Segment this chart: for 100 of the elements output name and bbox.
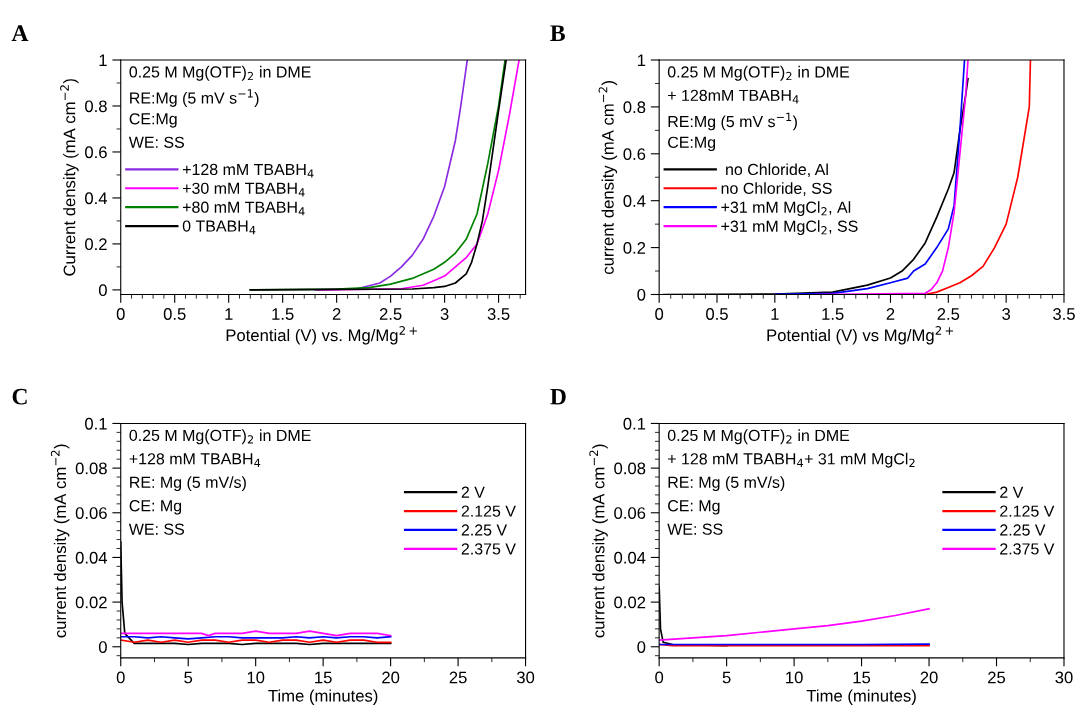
annotation: 0.25 M Mg(OTF)$_{2}$ in DME xyxy=(129,65,311,81)
y-tick-label: 0.6 xyxy=(623,148,646,160)
annotation: CE:Mg xyxy=(129,113,177,128)
y-tick-label: 0.08 xyxy=(614,462,646,475)
annotation: WE: SS xyxy=(667,523,723,535)
x-tick-label: 15 xyxy=(853,671,871,684)
x-tick-label: 30 xyxy=(1055,671,1073,684)
chart-title: B xyxy=(550,25,565,41)
x-tick-label: 0 xyxy=(655,308,664,320)
x-tick-label: 5 xyxy=(184,671,193,684)
x-tick-label: 0 xyxy=(655,671,664,684)
annotation: WE: SS xyxy=(128,136,185,148)
y-tick-label: 0.08 xyxy=(75,462,107,475)
y-tick-label: 0 xyxy=(98,641,107,653)
annotation: RE:Mg (5 mV s$^{−1}$) xyxy=(668,112,797,131)
legend-label: 2.125 V xyxy=(1000,505,1055,517)
x-tick-label: 2.5 xyxy=(937,308,960,320)
y-tick-label: 0.6 xyxy=(85,146,107,159)
y-tick-label: 1 xyxy=(99,54,107,67)
x-tick-label: 10 xyxy=(247,671,265,684)
legend-label: +80 mM TBABH$_{4}$ xyxy=(182,201,305,216)
y-tick-label: 0.8 xyxy=(623,101,646,114)
y-axis-title: Current density (mA cm$^{−2}$) xyxy=(60,79,79,276)
legend-label: 2.375 V xyxy=(1000,543,1055,555)
y-tick-label: 0.02 xyxy=(614,596,646,609)
legend-label: +30 mM TBABH$_{4}$ xyxy=(182,182,305,197)
y-tick-label: 0.2 xyxy=(85,238,107,251)
x-tick-label: 3.5 xyxy=(487,308,510,320)
y-tick-label: 0 xyxy=(637,288,646,301)
x-tick-label: 25 xyxy=(449,671,467,684)
legend-label: +128 mM TBABH$_{4}$ xyxy=(182,163,314,178)
x-tick-label: 2.5 xyxy=(379,308,402,320)
annotation: +128 mM TBABH$_{4}$ xyxy=(129,453,261,467)
x-tick-label: 2 xyxy=(886,308,895,320)
legend-label: 2.375 V xyxy=(461,543,516,555)
y-tick-label: 0.4 xyxy=(85,192,108,205)
x-tick-label: 10 xyxy=(786,671,803,684)
x-tick-label: 20 xyxy=(382,671,400,684)
y-tick-label: 0.2 xyxy=(623,241,646,254)
x-tick-label: 30 xyxy=(516,671,535,684)
x-tick-label: 0 xyxy=(116,308,125,320)
chart-title: C xyxy=(12,388,27,405)
y-tick-label: 0 xyxy=(98,284,107,297)
chart-title: A xyxy=(11,25,29,41)
annotation: CE: Mg xyxy=(129,500,182,515)
x-tick-label: 0.5 xyxy=(163,308,186,320)
x-axis-title: Potential (V) vs. Mg/Mg$^{2+}$ xyxy=(226,326,417,345)
legend-label: 2.125 V xyxy=(461,505,516,517)
x-tick-label: 0.5 xyxy=(706,308,728,320)
legend-label: 2 V xyxy=(1000,486,1024,498)
legend-label: 0 TBABH$_{4}$ xyxy=(182,220,256,235)
x-tick-label: 25 xyxy=(988,671,1006,684)
legend-label: no Chloride, SS xyxy=(721,182,832,196)
x-axis-title: Time (minutes) xyxy=(268,689,378,705)
y-tick-label: 1 xyxy=(637,54,646,67)
annotation: + 128mM TBABH$_{4}$ xyxy=(668,89,799,104)
x-axis-title: Potential (V) vs Mg/Mg$^{2+}$ xyxy=(767,326,954,345)
annotation: 0.25 M Mg(OTF)$_{2}$ in DME xyxy=(129,429,311,445)
chart-title: D xyxy=(550,388,566,405)
y-axis-title: current density (mA cm$^{−2}$) xyxy=(589,444,608,638)
x-tick-label: 1 xyxy=(771,308,779,320)
y-tick-label: 0 xyxy=(637,641,646,653)
x-tick-label: 15 xyxy=(315,671,332,684)
x-tick-label: 5 xyxy=(722,671,731,684)
annotation: 0.25 M Mg(OTF)$_{2}$ in DME xyxy=(667,429,850,445)
legend-label: +31 mM MgCl$_{2}$, SS xyxy=(721,220,858,236)
x-axis-title: Time (minutes) xyxy=(806,689,916,705)
annotation: CE:Mg xyxy=(668,136,716,152)
x-tick-label: 20 xyxy=(920,671,938,684)
y-tick-label: 0.06 xyxy=(614,507,646,519)
y-tick-label: 0.1 xyxy=(623,417,646,430)
legend-label: +31 mM MgCl$_{2}$, Al xyxy=(721,201,851,217)
x-tick-label: 1.5 xyxy=(822,308,844,320)
x-tick-label: 3 xyxy=(440,308,449,320)
legend-label: 2.25 V xyxy=(1000,524,1046,536)
annotation: CE: Mg xyxy=(668,500,720,515)
legend-label: 2 V xyxy=(461,486,485,498)
y-tick-label: 0.04 xyxy=(614,551,646,564)
y-tick-label: 0.8 xyxy=(85,100,107,113)
annotation: RE: Mg (5 mV/s) xyxy=(130,476,246,492)
x-tick-label: 3.5 xyxy=(1053,308,1075,320)
x-tick-label: 1.5 xyxy=(272,308,294,320)
y-tick-label: 0.04 xyxy=(75,551,108,564)
legend-label: no Chloride, Al xyxy=(726,163,828,177)
annotation: + 128 mM TBABH$_{4}$+ 31 mM MgCl$_{2}$ xyxy=(668,452,915,468)
annotation: WE: SS xyxy=(128,523,185,535)
x-tick-label: 2 xyxy=(332,308,341,320)
annotation: RE: Mg (5 mV/s) xyxy=(668,476,785,492)
y-tick-label: 0.1 xyxy=(85,417,107,430)
annotation: RE:Mg (5 mV s$^{−1}$) xyxy=(130,89,259,107)
y-axis-title: current density (mA cm$^{−2}$) xyxy=(50,444,70,638)
x-tick-label: 0 xyxy=(116,671,125,684)
y-tick-label: 0.06 xyxy=(75,507,107,519)
y-tick-label: 0.4 xyxy=(623,195,646,207)
annotation: 0.25 M Mg(OTF)$_{2}$ in DME xyxy=(667,65,850,81)
legend-label: 2.25 V xyxy=(461,524,508,536)
x-tick-label: 1 xyxy=(225,308,233,320)
y-tick-label: 0.02 xyxy=(75,596,107,609)
x-tick-label: 3 xyxy=(1002,308,1011,320)
y-axis-title: current density (mA cm$^{−2}$) xyxy=(598,81,618,274)
